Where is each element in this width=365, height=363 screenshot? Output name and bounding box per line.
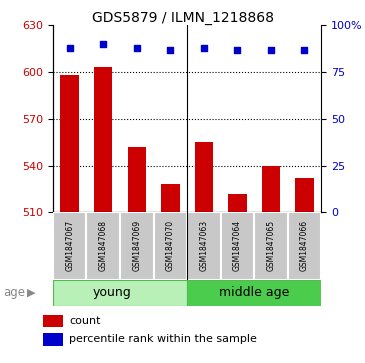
Point <box>67 45 73 51</box>
Text: percentile rank within the sample: percentile rank within the sample <box>69 334 257 344</box>
Text: GSM1847069: GSM1847069 <box>132 220 141 272</box>
Text: GDS5879 / ILMN_1218868: GDS5879 / ILMN_1218868 <box>92 11 273 25</box>
Bar <box>195 142 213 212</box>
Text: young: young <box>92 286 131 299</box>
Text: GSM1847068: GSM1847068 <box>99 220 108 272</box>
Point <box>268 47 274 53</box>
Bar <box>61 75 79 212</box>
Bar <box>43 333 63 346</box>
Point <box>234 47 240 53</box>
Text: age: age <box>4 286 26 299</box>
Bar <box>228 194 247 212</box>
Text: GSM1847066: GSM1847066 <box>300 220 309 272</box>
Bar <box>127 147 146 212</box>
Point <box>301 47 307 53</box>
Bar <box>161 184 180 212</box>
Bar <box>94 68 112 212</box>
Point <box>100 41 106 47</box>
Text: count: count <box>69 316 101 326</box>
Point <box>201 45 207 51</box>
Bar <box>87 212 120 280</box>
Text: GSM1847064: GSM1847064 <box>233 220 242 272</box>
Bar <box>43 315 63 327</box>
Text: GSM1847065: GSM1847065 <box>266 220 276 272</box>
Bar <box>154 212 187 280</box>
Text: GSM1847063: GSM1847063 <box>199 220 208 272</box>
Point <box>134 45 140 51</box>
Point <box>168 47 173 53</box>
Bar <box>120 212 154 280</box>
Bar <box>262 166 280 212</box>
Bar <box>187 212 220 280</box>
Bar <box>187 280 321 306</box>
Text: GSM1847070: GSM1847070 <box>166 220 175 272</box>
Bar <box>288 212 321 280</box>
Bar <box>53 280 187 306</box>
Text: ▶: ▶ <box>27 287 35 298</box>
Bar <box>53 212 87 280</box>
Bar <box>220 212 254 280</box>
Bar <box>254 212 288 280</box>
Text: GSM1847067: GSM1847067 <box>65 220 74 272</box>
Bar <box>295 178 314 212</box>
Text: middle age: middle age <box>219 286 289 299</box>
